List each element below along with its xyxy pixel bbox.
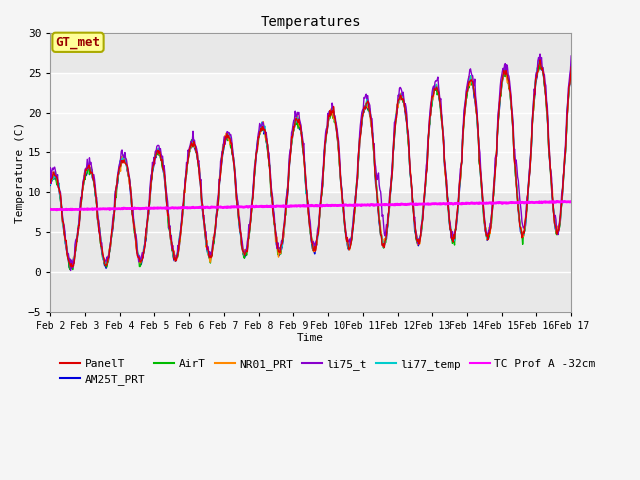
Y-axis label: Temperature (C): Temperature (C) xyxy=(15,122,25,223)
Bar xyxy=(51,73,571,192)
X-axis label: Time: Time xyxy=(297,334,324,344)
Text: GT_met: GT_met xyxy=(56,36,100,49)
Title: Temperatures: Temperatures xyxy=(260,15,361,29)
Legend: PanelT, AM25T_PRT, AirT, NR01_PRT, li75_t, li77_temp, TC Prof A -32cm: PanelT, AM25T_PRT, AirT, NR01_PRT, li75_… xyxy=(56,354,600,390)
